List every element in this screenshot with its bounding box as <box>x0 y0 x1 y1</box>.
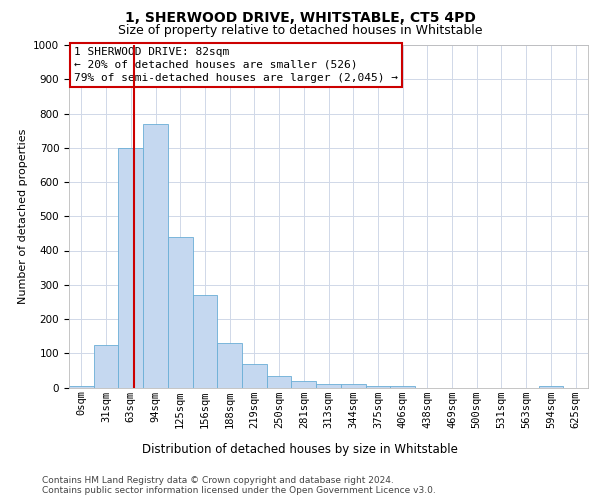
Bar <box>316 384 341 388</box>
Text: Distribution of detached houses by size in Whitstable: Distribution of detached houses by size … <box>142 442 458 456</box>
Bar <box>143 124 168 388</box>
Bar <box>365 386 390 388</box>
Bar <box>69 386 94 388</box>
Text: Contains HM Land Registry data © Crown copyright and database right 2024.: Contains HM Land Registry data © Crown c… <box>42 476 394 485</box>
Bar <box>292 380 316 388</box>
Text: 1 SHERWOOD DRIVE: 82sqm
← 20% of detached houses are smaller (526)
79% of semi-d: 1 SHERWOOD DRIVE: 82sqm ← 20% of detache… <box>74 46 398 83</box>
Bar <box>242 364 267 388</box>
Bar <box>217 343 242 388</box>
Text: Contains public sector information licensed under the Open Government Licence v3: Contains public sector information licen… <box>42 486 436 495</box>
Bar <box>390 386 415 388</box>
Bar <box>539 386 563 388</box>
Text: Size of property relative to detached houses in Whitstable: Size of property relative to detached ho… <box>118 24 482 37</box>
Text: 1, SHERWOOD DRIVE, WHITSTABLE, CT5 4PD: 1, SHERWOOD DRIVE, WHITSTABLE, CT5 4PD <box>125 11 475 25</box>
Y-axis label: Number of detached properties: Number of detached properties <box>17 128 28 304</box>
Bar <box>267 376 292 388</box>
Bar <box>94 344 118 388</box>
Bar <box>168 237 193 388</box>
Bar <box>118 148 143 388</box>
Bar <box>193 295 217 388</box>
Bar <box>341 384 365 388</box>
